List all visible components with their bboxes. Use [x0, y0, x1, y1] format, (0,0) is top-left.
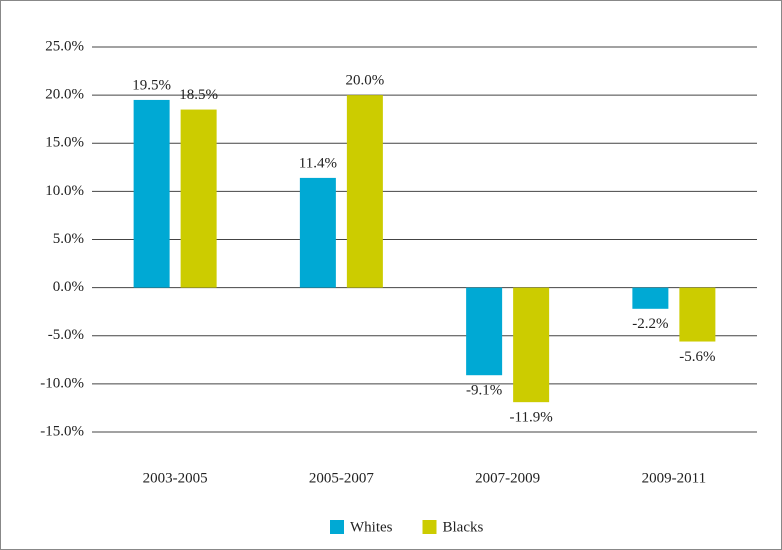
legend-label: Blacks — [443, 519, 484, 535]
bar — [180, 109, 217, 288]
y-tick-label: 25.0% — [45, 38, 84, 54]
data-label: 19.5% — [132, 77, 171, 93]
data-label: 20.0% — [346, 73, 385, 89]
bar — [466, 287, 503, 376]
data-label: -5.6% — [679, 349, 715, 365]
y-tick-label: -15.0% — [40, 423, 84, 439]
data-label: -2.2% — [632, 316, 668, 332]
bar — [513, 287, 550, 403]
bar — [346, 95, 383, 288]
y-tick-label: 0.0% — [53, 279, 84, 295]
y-tick-label: -10.0% — [40, 375, 84, 391]
bar — [133, 99, 170, 288]
bar — [632, 287, 669, 309]
bar — [679, 287, 716, 342]
x-tick-label: 2009-2011 — [642, 470, 706, 486]
y-tick-label: 5.0% — [53, 231, 84, 247]
y-tick-label: -5.0% — [48, 327, 84, 343]
legend-label: Whites — [350, 519, 393, 535]
y-tick-label: 15.0% — [45, 135, 84, 151]
bar — [299, 177, 336, 288]
data-label: -9.1% — [466, 383, 502, 399]
x-tick-label: 2003-2005 — [143, 470, 208, 486]
y-tick-label: 10.0% — [45, 183, 84, 199]
data-label: 18.5% — [179, 87, 218, 103]
x-tick-label: 2007-2009 — [475, 470, 540, 486]
data-label: -11.9% — [510, 410, 553, 426]
legend-swatch — [330, 520, 344, 534]
x-tick-label: 2005-2007 — [309, 470, 374, 486]
legend-swatch — [422, 520, 437, 534]
y-tick-label: 20.0% — [45, 87, 84, 103]
data-label: 11.4% — [299, 155, 337, 171]
